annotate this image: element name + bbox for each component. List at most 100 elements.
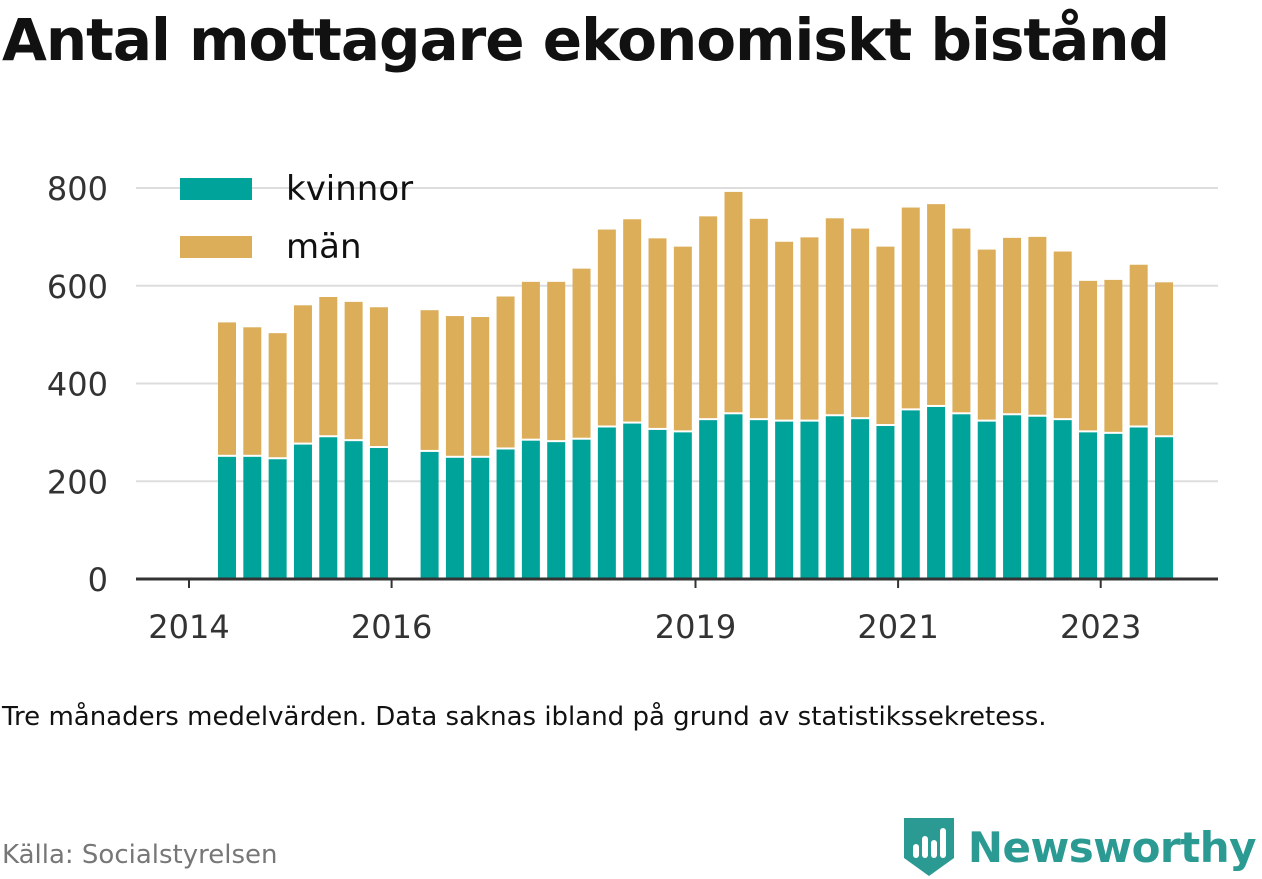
bar-kvinnor bbox=[724, 414, 743, 579]
bar-kvinnor bbox=[876, 426, 895, 579]
x-axis: 2014 2016 2019 2021 2023 bbox=[136, 577, 1218, 646]
bar-kvinnor bbox=[1053, 420, 1072, 579]
x-tick-label: 2023 bbox=[1060, 608, 1141, 646]
bar-man bbox=[1028, 236, 1047, 415]
bar-kvinnor bbox=[952, 414, 971, 579]
bar-kvinnor bbox=[800, 421, 819, 579]
bar-kvinnor bbox=[1104, 433, 1123, 579]
bar-group bbox=[825, 218, 844, 579]
bar-group bbox=[521, 281, 540, 579]
bar-kvinnor bbox=[471, 457, 490, 579]
bar-group bbox=[876, 246, 895, 579]
bar-group bbox=[1104, 279, 1123, 579]
bar-kvinnor bbox=[927, 406, 946, 579]
bar-man bbox=[319, 296, 338, 436]
y-tick-label: 600 bbox=[47, 268, 108, 306]
bar-man bbox=[648, 238, 667, 428]
bar-man bbox=[420, 310, 439, 450]
bar-kvinnor bbox=[344, 441, 363, 579]
bar-man bbox=[369, 307, 388, 447]
bar-group bbox=[800, 237, 819, 579]
bar-kvinnor bbox=[699, 420, 718, 579]
legend-label: kvinnor bbox=[286, 169, 413, 209]
bar-man bbox=[876, 246, 895, 425]
bar-group bbox=[952, 228, 971, 579]
bar-group bbox=[319, 296, 338, 579]
bar-man bbox=[623, 219, 642, 422]
bar-man bbox=[724, 191, 743, 413]
y-tick-label: 400 bbox=[47, 366, 108, 404]
bar-kvinnor bbox=[268, 459, 287, 579]
bar-group bbox=[293, 305, 312, 579]
bar-group bbox=[268, 333, 287, 579]
bar-kvinnor bbox=[1129, 427, 1148, 579]
bar-group bbox=[699, 216, 718, 579]
bar-group bbox=[420, 310, 439, 579]
bar-kvinnor bbox=[319, 437, 338, 579]
bar-man bbox=[471, 317, 490, 456]
brand-name: Newsworthy bbox=[967, 822, 1257, 872]
legend-label: män bbox=[286, 227, 362, 267]
bar-man bbox=[699, 216, 718, 419]
bar-kvinnor bbox=[420, 451, 439, 579]
bar-man bbox=[521, 281, 540, 439]
bar-man bbox=[851, 228, 870, 418]
bar-kvinnor bbox=[369, 448, 388, 579]
chart-note: Tre månaders medelvärden. Data saknas ib… bbox=[2, 702, 1047, 732]
bar-group bbox=[977, 249, 996, 579]
bar-man bbox=[496, 296, 515, 448]
bar-man bbox=[1053, 251, 1072, 419]
bar-kvinnor bbox=[293, 444, 312, 579]
bar-man bbox=[800, 237, 819, 420]
legend-swatch-kvinnor bbox=[180, 178, 252, 200]
bar-man bbox=[1104, 279, 1123, 432]
bar-kvinnor bbox=[572, 439, 591, 579]
bar-kvinnor bbox=[775, 421, 794, 579]
bar-man bbox=[243, 327, 262, 455]
bar-kvinnor bbox=[901, 410, 920, 579]
chart-title: Antal mottagare ekonomiskt bistånd bbox=[2, 6, 1170, 74]
bar-kvinnor bbox=[673, 432, 692, 579]
bar-kvinnor bbox=[825, 416, 844, 579]
bar-kvinnor bbox=[243, 456, 262, 579]
bar-man bbox=[344, 301, 363, 440]
bar-group bbox=[648, 238, 667, 579]
bar-man bbox=[572, 268, 591, 438]
bar-group bbox=[851, 228, 870, 579]
bar-man bbox=[597, 229, 616, 426]
bar-man bbox=[293, 305, 312, 443]
newsworthy-logo-icon bbox=[903, 818, 954, 876]
bar-kvinnor bbox=[217, 456, 236, 579]
legend: kvinnor män bbox=[180, 169, 413, 267]
bar-group bbox=[1028, 236, 1047, 579]
bar-group bbox=[243, 327, 262, 579]
bar-man bbox=[927, 204, 946, 405]
bar-group bbox=[623, 219, 642, 579]
bar-group bbox=[344, 301, 363, 579]
bar-kvinnor bbox=[521, 440, 540, 579]
bar-man bbox=[952, 228, 971, 413]
bar-group bbox=[1053, 251, 1072, 579]
bar-man bbox=[749, 218, 768, 419]
bar-man bbox=[775, 241, 794, 420]
bar-group bbox=[1003, 237, 1022, 579]
x-tick-label: 2021 bbox=[857, 608, 938, 646]
bar-man bbox=[1079, 280, 1098, 431]
y-tick-label: 800 bbox=[47, 170, 108, 208]
bar-man bbox=[1003, 237, 1022, 414]
x-tick-label: 2016 bbox=[351, 608, 432, 646]
bar-group bbox=[927, 204, 946, 579]
bar-man bbox=[825, 218, 844, 415]
bar-group bbox=[724, 191, 743, 579]
bar-man bbox=[217, 322, 236, 455]
bar-man bbox=[977, 249, 996, 420]
bar-kvinnor bbox=[1003, 415, 1022, 579]
bar-group bbox=[496, 296, 515, 579]
y-tick-label: 0 bbox=[88, 561, 108, 599]
bar-kvinnor bbox=[496, 449, 515, 579]
bar-group bbox=[369, 307, 388, 579]
y-tick-label: 200 bbox=[47, 463, 108, 501]
bar-kvinnor bbox=[597, 427, 616, 579]
legend-swatch-man bbox=[180, 236, 252, 258]
bar-man bbox=[901, 207, 920, 409]
